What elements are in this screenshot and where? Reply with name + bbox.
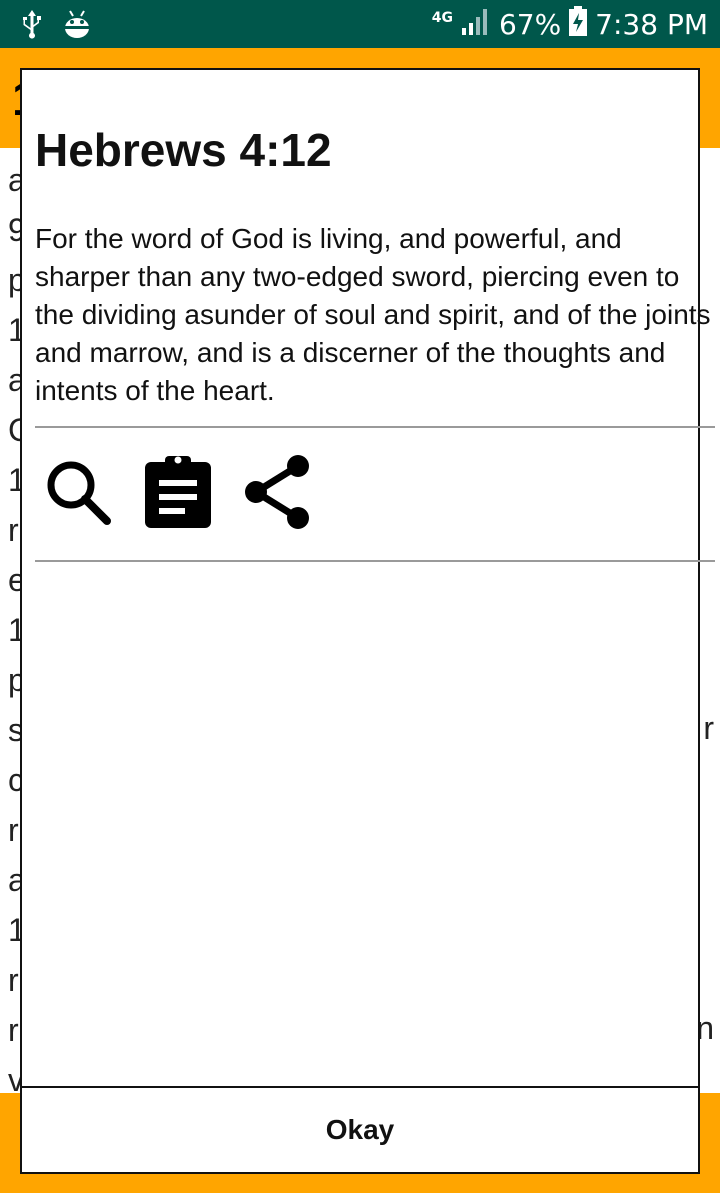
- copy-button[interactable]: [142, 450, 214, 534]
- background-text-line: r: [8, 812, 19, 848]
- signal-icon: [461, 6, 491, 43]
- usb-icon: [18, 8, 46, 45]
- background-text-right: n: [696, 1010, 714, 1046]
- status-bar: 4G 67% 7:38 PM: [0, 0, 720, 48]
- network-type: 4G: [431, 10, 453, 26]
- divider-top: [35, 426, 715, 428]
- battery-percent: 67%: [498, 7, 562, 41]
- clipboard-icon: [145, 456, 211, 528]
- divider-bottom: [35, 560, 715, 562]
- action-row: [42, 450, 314, 534]
- battery-charging-icon: [569, 5, 588, 43]
- background-text-right: r: [703, 710, 714, 746]
- background-text-line: r: [8, 512, 19, 548]
- dialog-title: Hebrews 4:12: [35, 124, 332, 176]
- share-button[interactable]: [242, 450, 314, 534]
- okay-button[interactable]: Okay: [22, 1086, 698, 1172]
- background-text-line: r: [8, 1012, 19, 1048]
- search-button[interactable]: [42, 450, 114, 534]
- android-debug-icon: [62, 8, 92, 45]
- verse-text: For the word of God is living, and power…: [35, 223, 711, 406]
- clock: 7:38 PM: [595, 7, 708, 41]
- search-icon: [47, 461, 111, 525]
- background-text-line: r: [8, 962, 19, 998]
- verse-dialog: Hebrews 4:12 For the word of God is livi…: [20, 68, 715, 1174]
- share-icon: [245, 455, 309, 529]
